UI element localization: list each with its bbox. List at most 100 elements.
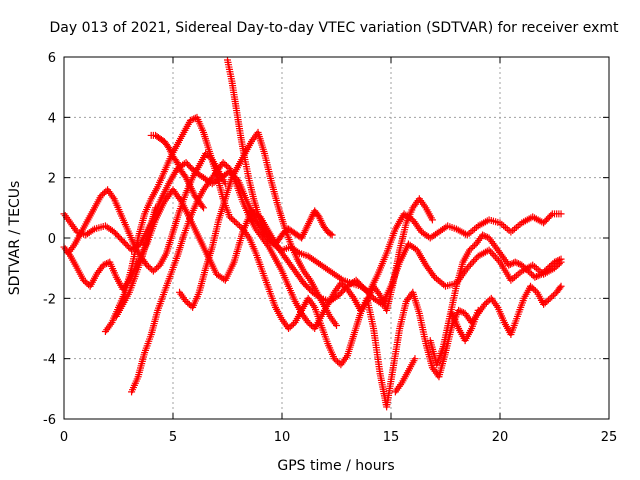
track-10-point (552, 257, 560, 265)
track-10-point (541, 267, 549, 275)
plot-frame (63, 56, 610, 420)
track-3-point (334, 358, 342, 366)
track-7-point (149, 267, 157, 275)
track-7-point (154, 263, 162, 271)
track-3-point (237, 223, 245, 231)
track-10-point (469, 243, 477, 251)
track-4-point (304, 318, 312, 326)
track-4-point (307, 321, 315, 329)
track-7-point (151, 266, 159, 274)
track-3-point (546, 294, 554, 302)
track-3-point (188, 116, 196, 124)
track-3-point (545, 296, 553, 304)
track-7-point (205, 153, 213, 161)
track-3-point (288, 321, 296, 329)
track-7-point (207, 154, 215, 162)
track-7-point (100, 189, 108, 197)
track-3-point (540, 300, 548, 308)
track-2-point (463, 264, 471, 272)
track-10-point (531, 273, 539, 281)
track-10-point (523, 266, 531, 274)
track-7-point (146, 264, 154, 272)
track-2-point (103, 260, 111, 268)
track-7-point (97, 192, 105, 200)
x-tick-label: 25 (601, 430, 618, 445)
track-3-point (232, 219, 240, 227)
track-3-point (482, 299, 490, 307)
track-10-point (518, 261, 526, 269)
track-1-point (557, 210, 565, 218)
track-10-point (480, 232, 488, 240)
track-10-point (470, 242, 478, 250)
track-3-point (227, 214, 235, 222)
y-axis-label: SDTVAR / TECUs (7, 181, 23, 296)
track-3-point (235, 222, 243, 230)
track-2-point (466, 261, 474, 269)
track-5-point (184, 299, 192, 307)
y-tick-label: 6 (48, 51, 56, 66)
track-3-point (548, 293, 556, 301)
track-2-point (83, 279, 91, 287)
y-tick-label: -2 (43, 292, 56, 307)
y-tick-label: -4 (43, 353, 56, 368)
track-3-point (286, 323, 294, 331)
track-9-point (198, 202, 206, 210)
track-10-point (554, 257, 562, 265)
track-3-point (231, 217, 239, 225)
x-tick-label: 5 (169, 430, 177, 445)
y-tick-label: 4 (48, 111, 56, 126)
track-5-point (333, 321, 340, 329)
track-3-point (557, 282, 565, 290)
data-points (60, 56, 565, 411)
y-tick-label: 0 (48, 232, 56, 247)
track-2-point (485, 246, 493, 254)
track-3-point (484, 297, 492, 305)
track-2-point (494, 256, 502, 264)
track-2-point (468, 259, 476, 267)
track-3-point (481, 300, 489, 308)
track-4-point (219, 159, 227, 167)
y-tick-label: -6 (43, 413, 56, 428)
track-2-point (465, 262, 473, 270)
track-2-point (80, 276, 88, 284)
track-10-point (534, 272, 542, 280)
track-2-point (99, 261, 107, 269)
track-12-point (474, 306, 482, 314)
x-tick-label: 20 (492, 430, 509, 445)
track-2-point (81, 278, 89, 286)
track-10-point (467, 245, 475, 253)
track-10-point (508, 260, 516, 268)
track-2-point (429, 271, 437, 279)
track-3-point (234, 220, 242, 228)
track-4-point (342, 284, 350, 292)
track-1-point (547, 211, 555, 219)
track-4-point (338, 281, 346, 289)
track-7-point (143, 261, 151, 269)
track-10-point (539, 269, 547, 277)
track-2-point (493, 255, 501, 263)
track-2-point (101, 260, 109, 268)
track-10-point (551, 258, 558, 266)
track-10-point (546, 263, 554, 271)
track-10-point (482, 232, 490, 240)
track-8-point (152, 204, 160, 212)
track-10-point (506, 260, 514, 268)
track-6-point (328, 231, 336, 239)
y-tick-label: 2 (48, 172, 56, 187)
track-2-point (490, 251, 498, 259)
track-7-point (144, 263, 152, 271)
x-tick-label: 15 (383, 430, 400, 445)
track-10-point (542, 266, 550, 274)
track-5-point (185, 300, 193, 308)
track-10-point (519, 263, 527, 271)
track-2-point (470, 257, 478, 265)
track-3-point (332, 356, 340, 364)
track-2-point (551, 264, 558, 272)
track-3-point (330, 355, 338, 363)
track-4-point (221, 160, 229, 168)
track-3-point (549, 291, 557, 299)
track-10-point (513, 259, 521, 267)
track-3-point (229, 216, 237, 224)
track-10-point (505, 261, 513, 269)
